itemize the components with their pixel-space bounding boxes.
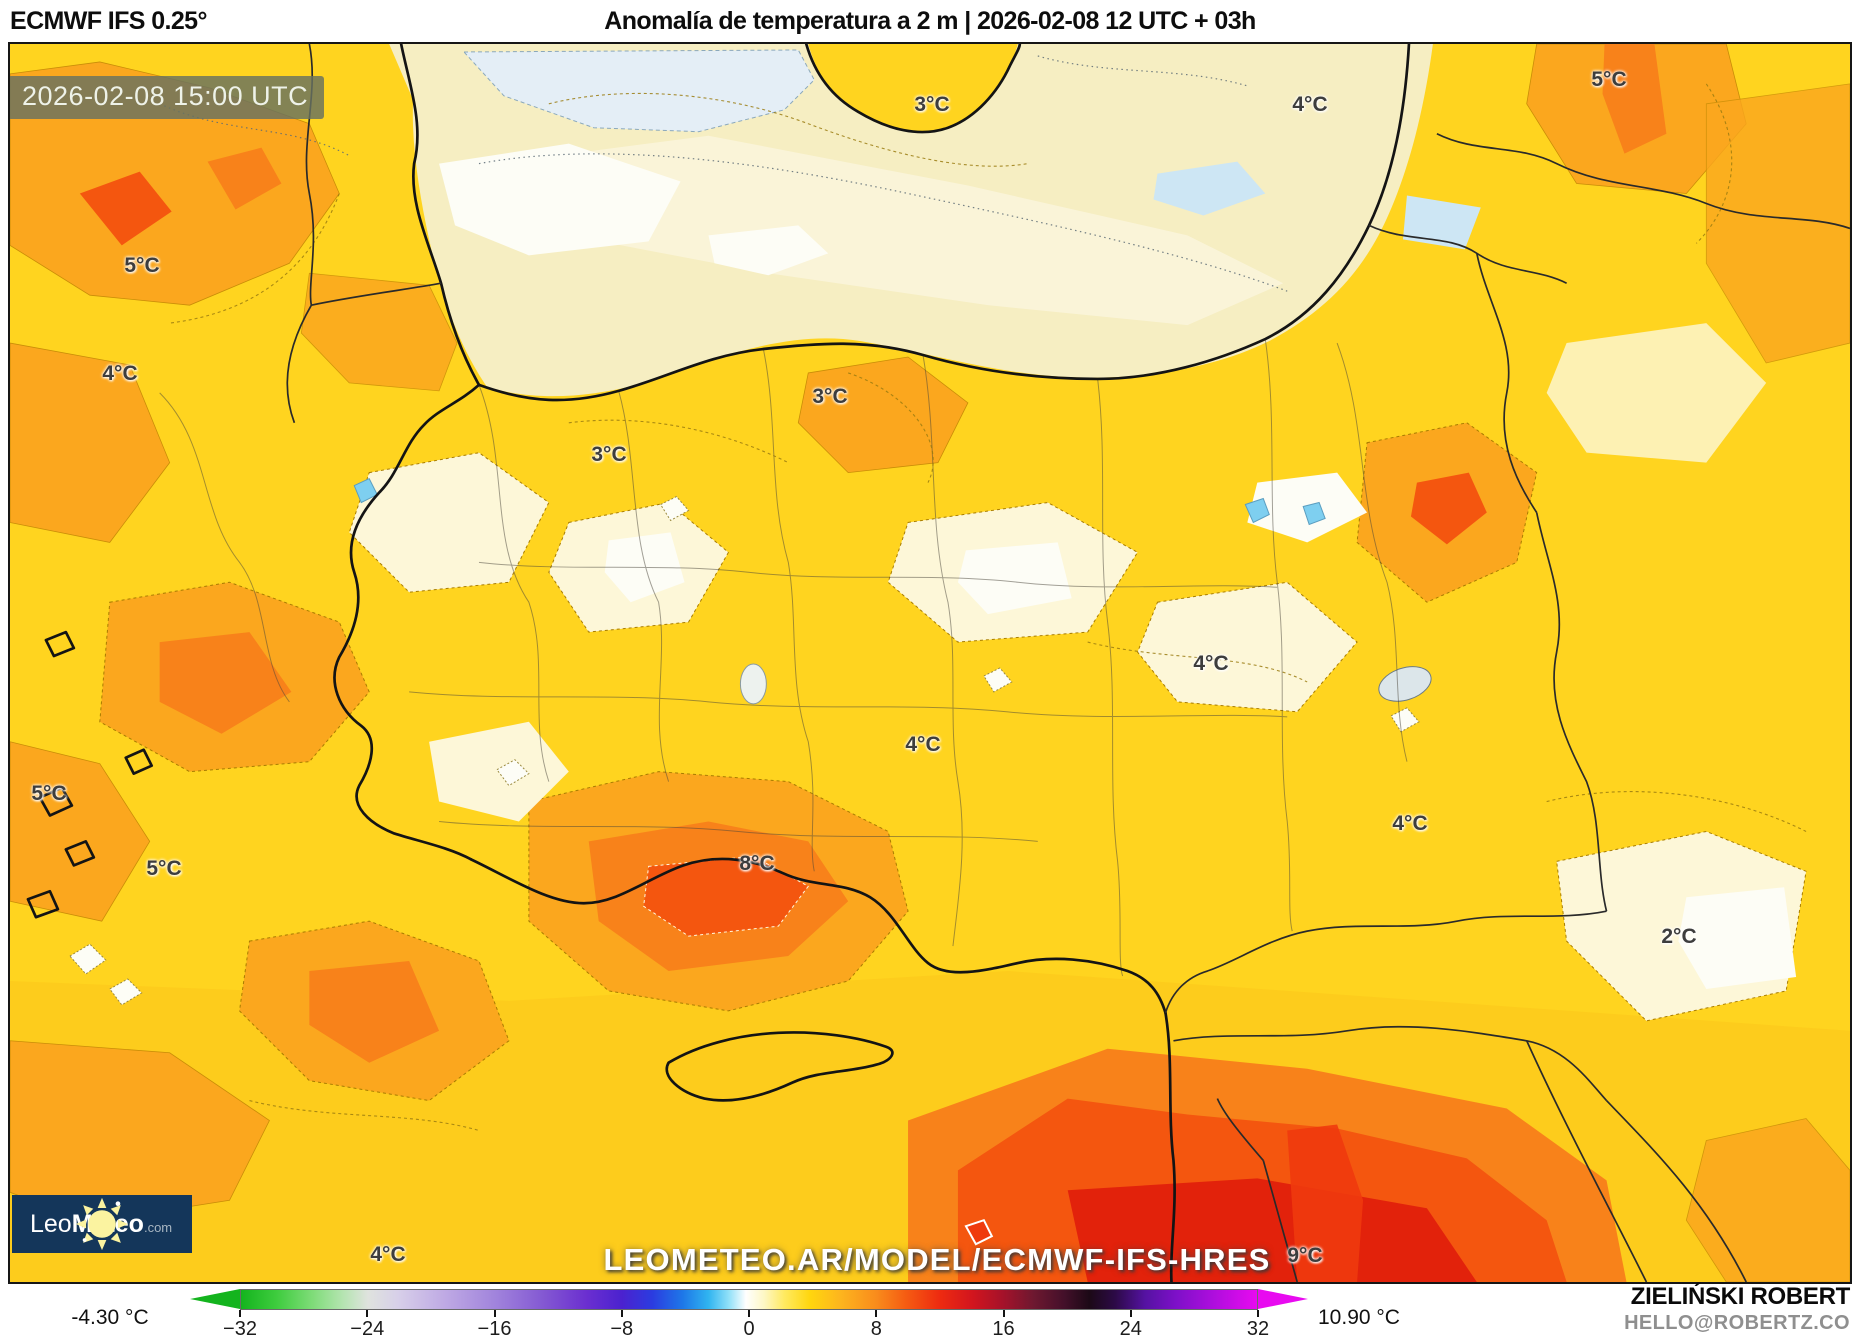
logo-text: LeoMeteo.com bbox=[30, 1209, 173, 1238]
colorbar-tick-label: 0 bbox=[743, 1318, 755, 1339]
colorbar-min-arrow bbox=[190, 1289, 240, 1309]
map-temp-label: 3°C bbox=[914, 93, 950, 116]
watermark-url: LEOMETEO.AR/MODEL/ECMWF-IFS-HRES bbox=[603, 1242, 1271, 1277]
colorbar: −32 −24 −16 −8 0 8 16 24 32 bbox=[190, 1289, 1308, 1339]
diamond-specks bbox=[69, 495, 1420, 1006]
colorbar-max-arrow bbox=[1258, 1289, 1308, 1309]
map-temp-label: 5°C bbox=[31, 782, 67, 805]
map-temp-label: 5°C bbox=[1591, 68, 1627, 91]
province-borders bbox=[159, 338, 1408, 977]
map-temp-label: 4°C bbox=[102, 362, 138, 385]
colorbar-tick-label: 32 bbox=[1246, 1318, 1270, 1339]
model-label: ECMWF IFS 0.25° bbox=[10, 7, 207, 35]
central-hot-region bbox=[528, 771, 909, 1012]
anomaly-contours bbox=[169, 83, 1807, 1132]
colorbar-tick bbox=[620, 1310, 623, 1317]
sea-region bbox=[389, 44, 1481, 397]
author-name: ZIELIŃSKI ROBERT bbox=[1630, 1283, 1851, 1310]
colorbar-tick-label: −32 bbox=[223, 1318, 257, 1339]
timestamp-overlay: 2026-02-08 15:00 UTC bbox=[10, 76, 325, 119]
colorbar-tick bbox=[748, 1310, 750, 1317]
map-temp-label: 4°C bbox=[370, 1243, 406, 1266]
map-temp-label: 5°C bbox=[124, 254, 160, 277]
map-temp-label: 3°C bbox=[812, 385, 848, 408]
map-temp-label: 3°C bbox=[591, 443, 627, 466]
colorbar-tick-label: −24 bbox=[350, 1318, 385, 1339]
colorbar-max-label: 10.90 °C bbox=[1318, 1306, 1400, 1329]
colorbar-tick bbox=[1129, 1310, 1132, 1317]
map-temp-label: 8°C bbox=[739, 852, 775, 875]
map-temp-label: 4°C bbox=[1292, 93, 1328, 116]
colorbar-tick bbox=[1257, 1310, 1259, 1317]
cool-specks bbox=[353, 477, 1326, 526]
southeast-hot-region bbox=[908, 1048, 1627, 1282]
colorbar-tick-label: −8 bbox=[610, 1318, 634, 1339]
map-temp-label: 4°C bbox=[905, 733, 941, 756]
anomaly-map-canvas bbox=[10, 44, 1850, 1282]
map-temp-label: 9°C bbox=[1287, 1244, 1323, 1267]
map-temp-label: 5°C bbox=[146, 857, 182, 880]
anomaly-map: 2026-02-08 15:00 UTC 3°C 4°C 5°C 5°C 4°C 3°C 3… bbox=[8, 42, 1852, 1284]
colorbar-tick bbox=[875, 1310, 878, 1317]
colorbar-gradient bbox=[240, 1289, 1258, 1310]
coastlines bbox=[26, 44, 1411, 1282]
colorbar-min-label: -4.30 °C bbox=[71, 1306, 149, 1329]
colorbar-tick bbox=[239, 1310, 241, 1317]
colorbar-tick-label: 16 bbox=[992, 1318, 1015, 1339]
map-temp-label: 2°C bbox=[1661, 925, 1697, 948]
leometeo-logo: LeoMeteo.com bbox=[12, 1195, 192, 1253]
author-contact: HELLO@ROBERTZ.CO bbox=[1624, 1312, 1850, 1334]
map-temp-label: 4°C bbox=[1193, 652, 1229, 675]
colorbar-tick-label: 8 bbox=[870, 1318, 882, 1339]
colorbar-tick bbox=[493, 1310, 496, 1317]
colorbar-tick bbox=[366, 1310, 369, 1317]
country-borders bbox=[286, 44, 1850, 1282]
colorbar-tick bbox=[1002, 1310, 1005, 1317]
colorbar-tick-label: 24 bbox=[1119, 1318, 1142, 1339]
colorbar-tick-label: −16 bbox=[477, 1318, 512, 1339]
sea-dotted-borders bbox=[159, 55, 1248, 157]
sun-icon bbox=[75, 1197, 129, 1251]
page-title: Anomalía de temperatura a 2 m | 2026-02-… bbox=[604, 7, 1256, 35]
lakes bbox=[739, 663, 1432, 705]
map-temp-label: 4°C bbox=[1392, 812, 1428, 835]
